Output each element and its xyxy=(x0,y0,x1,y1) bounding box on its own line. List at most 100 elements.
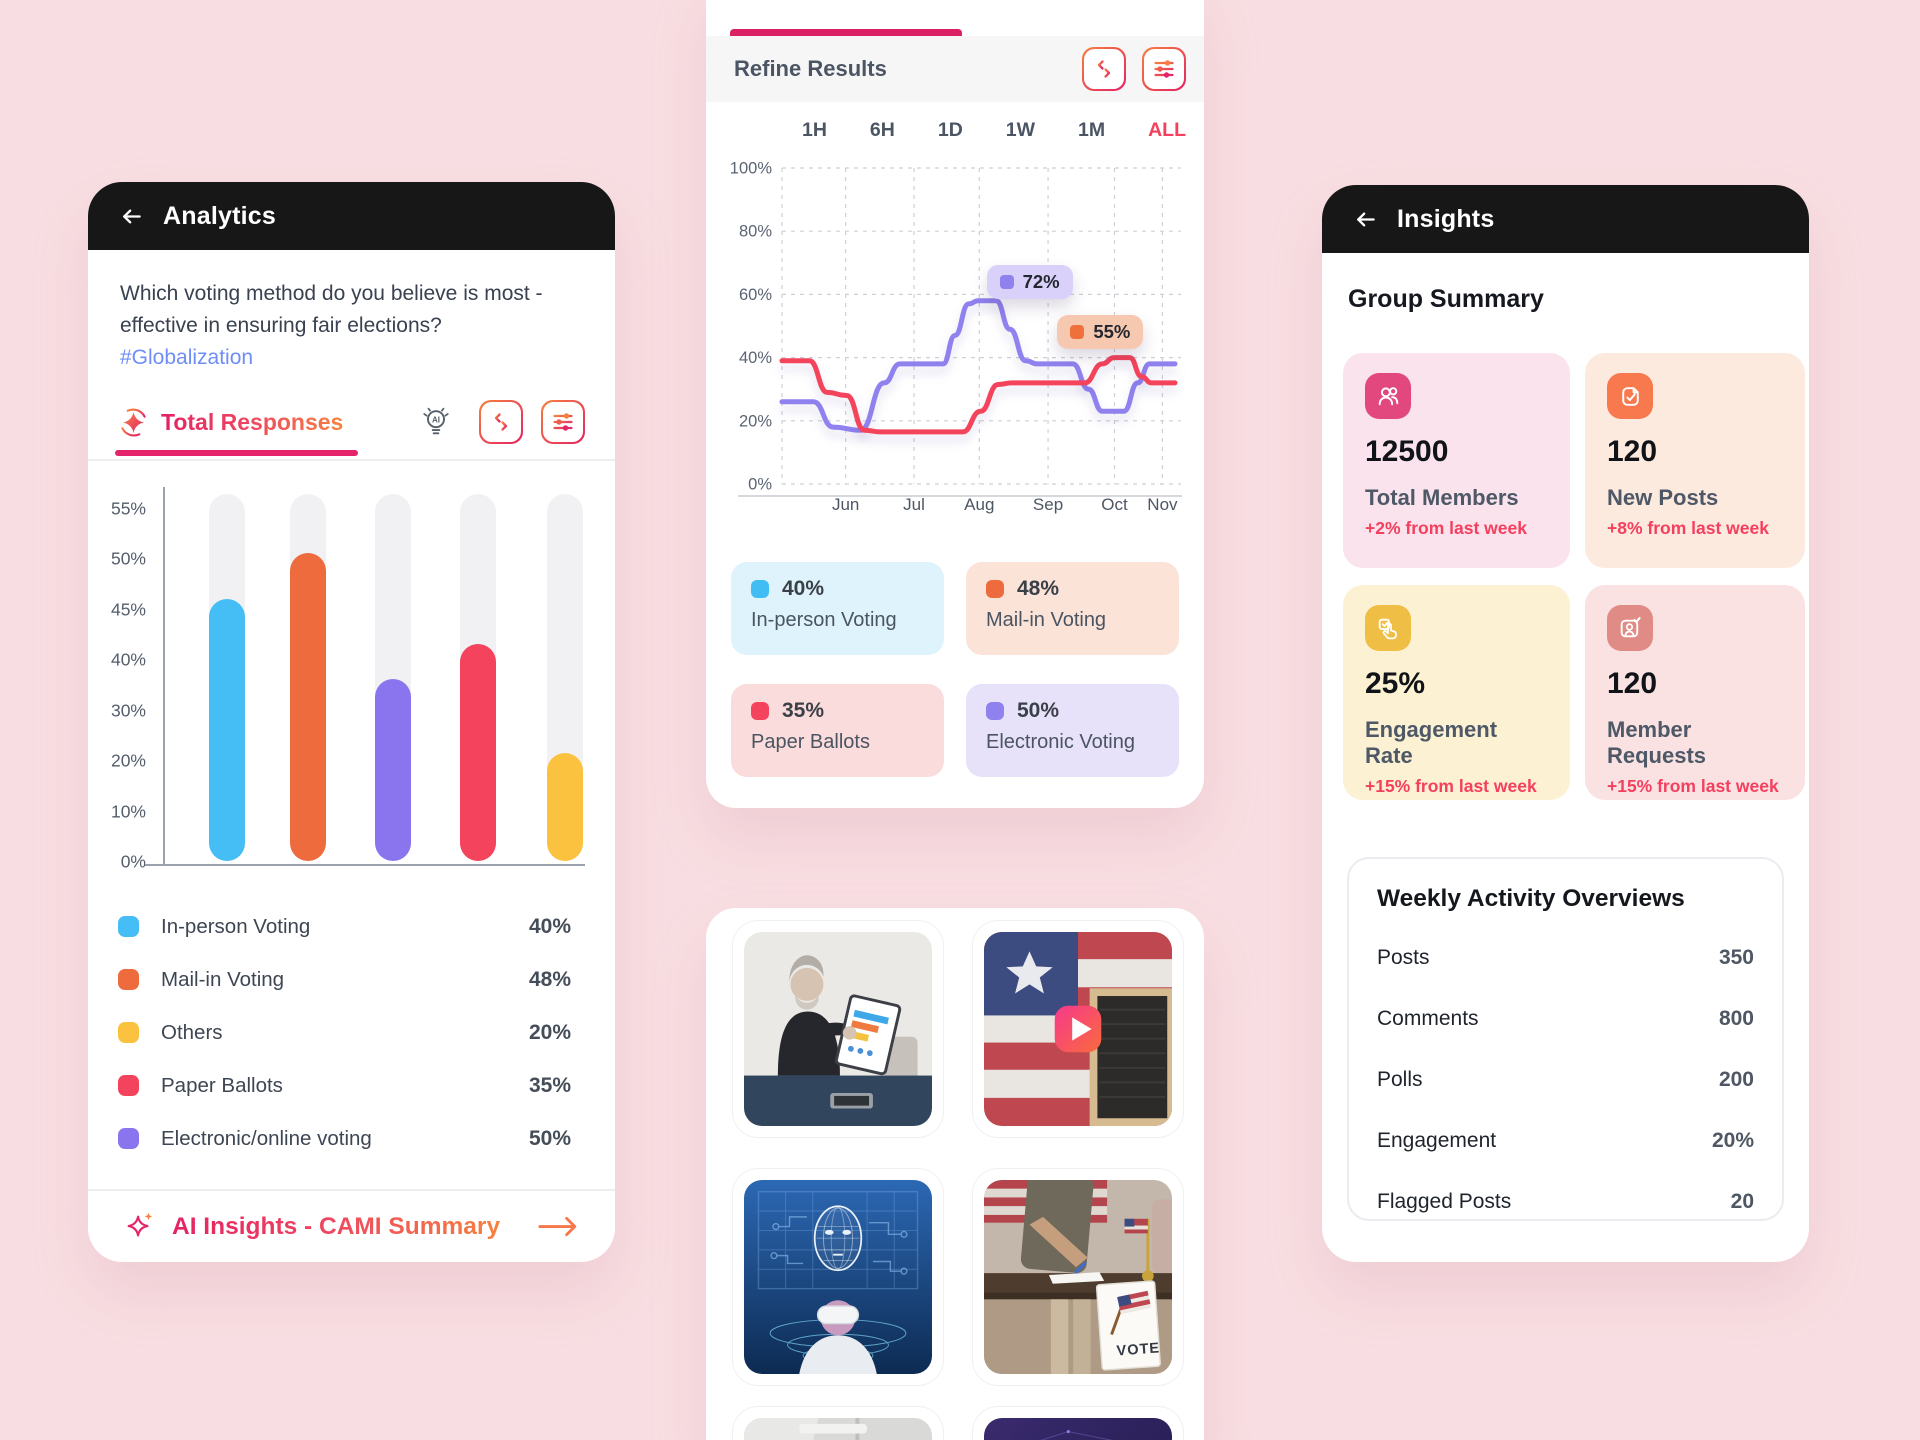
activity-row: Comments 800 xyxy=(1377,988,1754,1049)
activity-label: Polls xyxy=(1377,1067,1423,1091)
time-range-all[interactable]: ALL xyxy=(1148,118,1186,141)
bar-track xyxy=(290,494,326,861)
stat-label: Member Requests xyxy=(1607,717,1707,768)
media-card-flag-video[interactable] xyxy=(972,920,1184,1138)
activity-value: 800 xyxy=(1718,1006,1754,1030)
presenter-photo xyxy=(744,932,932,1126)
activity-label: Posts xyxy=(1377,945,1430,969)
legend-chip: 35% Paper Ballots xyxy=(731,684,944,777)
svg-text:80%: 80% xyxy=(739,223,772,241)
chip-label: Paper Ballots xyxy=(751,731,870,753)
line-series-0 xyxy=(779,298,1178,433)
legend-value: 40% xyxy=(528,914,571,938)
svg-text:Aug: Aug xyxy=(964,495,994,514)
time-range-6h[interactable]: 6H xyxy=(869,118,895,141)
stat-card-engagement-rate: 25% Engagement Rate +15% from last week xyxy=(1343,585,1570,800)
bar-y-tick: 30% xyxy=(110,700,146,721)
chip-dot xyxy=(751,580,769,598)
stat-label: New Posts xyxy=(1607,485,1719,510)
line-series-1 xyxy=(779,355,1178,435)
media-card-ballot-signing[interactable]: VOTE xyxy=(972,1168,1184,1386)
chip-top: 35% xyxy=(751,699,924,723)
legend-value: 48% xyxy=(528,967,571,991)
legend-label: Mail-in Voting xyxy=(161,967,285,991)
media-card-presenter-photo[interactable] xyxy=(732,920,944,1138)
time-range-1d[interactable]: 1D xyxy=(937,118,963,141)
bar-y-tick: 45% xyxy=(110,599,146,620)
members-icon xyxy=(1365,373,1411,419)
chip-value: 50% xyxy=(1017,699,1060,722)
refine-active-tab-underline xyxy=(730,29,962,36)
legend-item: Others 20% xyxy=(88,1006,615,1059)
chart-tooltip: 72% xyxy=(986,264,1073,299)
activity-value: 20% xyxy=(1711,1128,1754,1152)
legend-dot xyxy=(118,1022,139,1043)
tab-label: Total Responses xyxy=(161,408,344,435)
ballot-signing-photo: VOTE xyxy=(984,1180,1172,1374)
bar-y-tick: 20% xyxy=(110,750,146,771)
arrow-right-icon[interactable] xyxy=(535,1214,581,1239)
stat-value: 25% xyxy=(1365,667,1426,700)
chip-dot xyxy=(751,702,769,720)
time-range-1h[interactable]: 1H xyxy=(802,118,827,141)
bar-0 xyxy=(209,598,245,861)
media-card-face-recognition[interactable] xyxy=(732,1168,944,1386)
bar-y-tick: 55% xyxy=(110,498,146,519)
legend-dot xyxy=(118,1075,139,1096)
bar-chart-axis-horizontal xyxy=(145,864,585,866)
chip-value: 48% xyxy=(1017,577,1060,600)
ai-insights-footer[interactable]: AI Insights - CAMI Summary xyxy=(88,1191,615,1262)
requests-icon xyxy=(1607,605,1653,651)
svg-text:0%: 0% xyxy=(748,476,772,494)
stat-delta: +15% from last week xyxy=(1365,776,1537,796)
legend-dot xyxy=(118,1128,139,1149)
refine-swap-button[interactable] xyxy=(1082,47,1126,91)
stat-card-new-posts: 120 New Posts +8% from last week xyxy=(1585,353,1805,568)
media-card-dark-network[interactable] xyxy=(972,1406,1184,1440)
polling-room-photo xyxy=(744,1418,932,1440)
bar-track xyxy=(209,494,245,861)
time-range-1m[interactable]: 1M xyxy=(1078,118,1106,141)
back-icon[interactable] xyxy=(118,203,145,230)
chip-label: In-person Voting xyxy=(751,609,897,631)
chip-top: 50% xyxy=(986,699,1159,723)
ai-bulb-icon[interactable]: AI xyxy=(419,405,453,439)
legend-item: Mail-in Voting 48% xyxy=(88,953,615,1006)
svg-text:Jun: Jun xyxy=(832,495,859,514)
chart-tooltip: 55% xyxy=(1057,315,1144,350)
ai-insights-label: AI Insights - CAMI Summary xyxy=(172,1212,501,1240)
engagement-icon xyxy=(1365,605,1411,651)
time-range-1w[interactable]: 1W xyxy=(1005,118,1036,141)
play-button[interactable] xyxy=(1054,1005,1102,1053)
bar-y-tick: 0% xyxy=(120,851,146,872)
bar-4 xyxy=(547,753,583,861)
activity-row: Engagement 20% xyxy=(1377,1110,1754,1171)
refine-filter-button[interactable] xyxy=(1142,47,1186,91)
chip-label: Mail-in Voting xyxy=(986,609,1107,631)
tooltip-value: 72% xyxy=(1022,270,1060,292)
bar-track xyxy=(460,494,496,861)
bar-chart-axis-vertical xyxy=(163,487,165,865)
bar-track xyxy=(375,494,411,861)
swap-button[interactable] xyxy=(479,400,523,444)
sparkle-icon xyxy=(118,407,149,438)
media-card-polling-room[interactable] xyxy=(732,1406,944,1440)
filter-button[interactable] xyxy=(541,400,585,444)
insights-title: Insights xyxy=(1397,204,1495,233)
bar-track xyxy=(547,494,583,861)
back-icon[interactable] xyxy=(1352,206,1379,233)
dark-network-photo xyxy=(984,1418,1172,1440)
legend-label: Paper Ballots xyxy=(161,1073,283,1097)
sliders-icon xyxy=(542,401,584,443)
svg-text:Sep: Sep xyxy=(1033,495,1063,514)
hashtag-link[interactable]: #Globalization xyxy=(120,345,254,369)
media-panel: VOTE xyxy=(706,908,1204,1440)
tab-total-responses[interactable]: Total Responses xyxy=(118,407,343,438)
insights-header: Insights xyxy=(1322,185,1809,253)
bar-3 xyxy=(460,643,496,861)
poll-question: Which voting method do you believe is mo… xyxy=(120,278,578,374)
stat-card-total-members: 12500 Total Members +2% from last week xyxy=(1343,353,1570,568)
activity-label: Comments xyxy=(1377,1006,1479,1030)
legend-chip: 50% Electronic Voting xyxy=(966,684,1179,777)
